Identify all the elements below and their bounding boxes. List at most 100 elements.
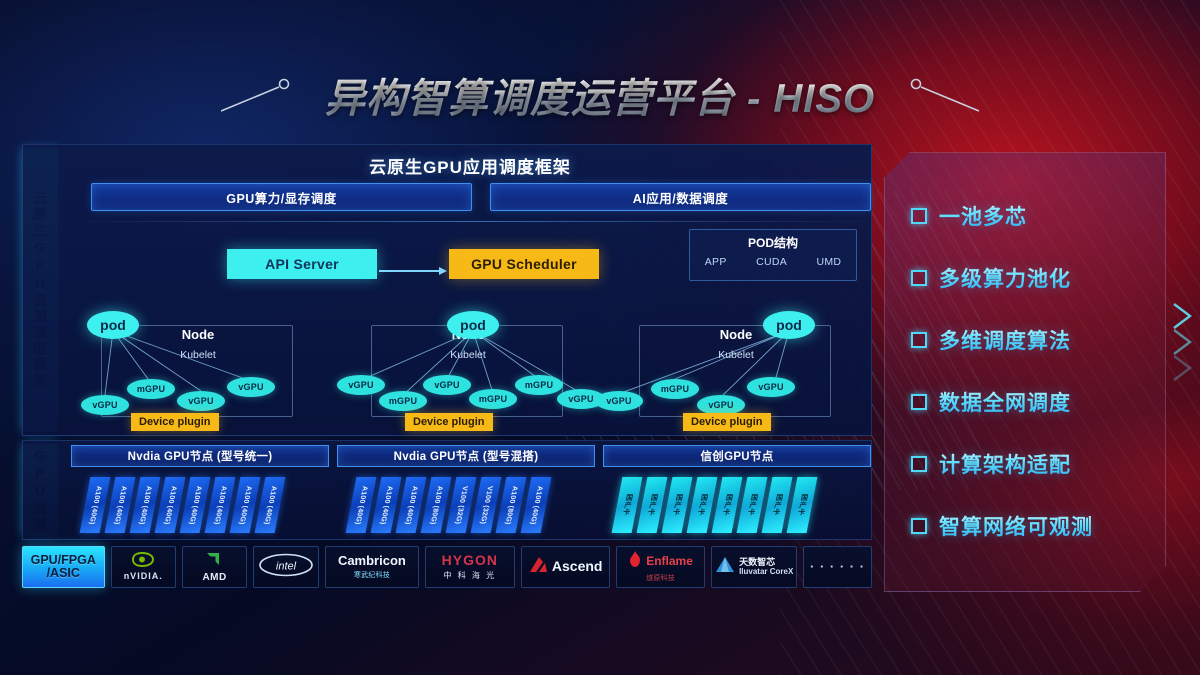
gpu-bubble-mgpu-1[interactable]: mGPU <box>127 379 175 399</box>
node-title: Node <box>719 327 753 342</box>
vendor-chip-cambricon[interactable]: Cambricon 寒武纪科技 <box>324 546 420 588</box>
node-cluster-2: Node Kubelet pod mGPU vGPU vGPU vGPU Dev… <box>595 309 861 431</box>
gpu-card-strip: A100 (40G) A100 (40G) A100 (40G) A100 (8… <box>337 477 595 533</box>
gpu-resource-band: Nvdia GPU节点 (型号统一) A100 (40G) A100 (40G)… <box>22 440 872 540</box>
feature-item-2[interactable]: 多维调度算法 <box>911 309 1165 371</box>
gpu-card[interactable]: A100 (40G) <box>254 477 286 533</box>
page-title: 异构智算调度运营平台 - HISO <box>325 66 875 124</box>
gpu-card-label: 国产卡 <box>771 494 784 516</box>
gpu-group-nvidia-mixed: Nvdia GPU节点 (型号混搭) A100 (40G) A100 (40G)… <box>337 445 595 537</box>
vendor-logo-row: GPU/FPGA /ASIC nVIDIA. <box>22 546 872 588</box>
kubelet-label: Kubelet <box>180 349 216 361</box>
gpu-card-label: A100 (40G) <box>262 485 278 525</box>
gpu-bubble-vgpu-1[interactable]: vGPU <box>81 395 129 415</box>
api-server-box[interactable]: API Server <box>227 249 377 279</box>
gpu-card-label: V100 (32G) <box>478 485 494 525</box>
vendor-label-iluvatar-cn: 天数智芯 <box>739 556 776 567</box>
gpu-card-label: 国产卡 <box>646 494 659 516</box>
gpu-bubble-vgpu-3[interactable]: vGPU <box>557 389 605 409</box>
device-plugin-badge[interactable]: Device plugin <box>405 413 493 431</box>
vendor-chip-hygon[interactable]: HYGON 中 科 海 光 <box>425 546 515 588</box>
feature-item-4[interactable]: 计算架构适配 <box>911 433 1165 495</box>
vendor-chip-ascend[interactable]: Ascend <box>520 546 610 588</box>
gpu-bubble-mgpu-1[interactable]: mGPU <box>379 391 427 411</box>
feature-item-3[interactable]: 数据全网调度 <box>911 371 1165 433</box>
gpu-card-label: A100 (40G) <box>353 485 369 525</box>
gpu-card-label: 国产卡 <box>621 494 634 516</box>
gpu-card-strip: 国产卡 国产卡 国产卡 国产卡 国产卡 国产卡 国产卡 国产卡 <box>603 477 871 533</box>
feature-label: 一池多芯 <box>939 201 1027 231</box>
gpu-card-label: 国产卡 <box>696 494 709 516</box>
feature-item-1[interactable]: 多级算力池化 <box>911 247 1165 309</box>
feature-item-5[interactable]: 智算网络可观测 <box>911 495 1165 557</box>
enflame-flame-icon <box>628 551 642 572</box>
gpu-bubble-vgpu-1[interactable]: vGPU <box>697 395 745 415</box>
vendor-chip-enflame[interactable]: Enflame 燧原科技 <box>615 546 706 588</box>
gpu-bubble-vgpu-2[interactable]: vGPU <box>177 391 225 411</box>
vendor-sublabel-cambricon: 寒武纪科技 <box>353 571 390 579</box>
vendor-chip-iluvatar[interactable]: 天数智芯 Iluvatar CoreX <box>711 546 798 588</box>
vendor-band: GPU/FPGA /ASIC nVIDIA. <box>22 546 872 588</box>
iluvatar-mountain-icon <box>715 556 735 578</box>
gpu-bubble-vgpu-2[interactable]: vGPU <box>423 375 471 395</box>
gpu-bubble-mgpu-2[interactable]: mGPU <box>469 389 517 409</box>
gpu-card-label: A100 (40G) <box>378 485 394 525</box>
feature-highlight-panel: 一池多芯 多级算力池化 多维调度算法 数据全网调度 计算架构适配 智算网络可观测 <box>884 152 1166 592</box>
checkbox-square-icon <box>911 270 927 286</box>
vendor-chip-nvidia[interactable]: nVIDIA. <box>110 546 176 588</box>
cluster-link-lines <box>620 330 790 396</box>
pill-gpu-compute-scheduling[interactable]: GPU算力/显存调度 <box>91 183 472 211</box>
title-decoration-right-icon <box>889 75 980 115</box>
feature-label: 数据全网调度 <box>939 387 1071 417</box>
pod-bubble[interactable]: pod <box>87 311 139 339</box>
gpu-group-nvidia-uniform: Nvdia GPU节点 (型号统一) A100 (40G) A100 (40G)… <box>71 445 329 537</box>
pod-bubble[interactable]: pod <box>447 311 499 339</box>
gpu-bubble-vgpu-3[interactable]: vGPU <box>595 391 643 411</box>
framework-title: 云原生GPU应用调度框架 <box>369 158 571 177</box>
svg-text:intel: intel <box>276 560 297 572</box>
vendor-label-line1: GPU/FPGA <box>30 552 96 567</box>
title-row: 异构智算调度运营平台 - HISO <box>0 64 1200 126</box>
checkbox-square-icon <box>911 456 927 472</box>
gpu-bubble-vgpu-1[interactable]: vGPU <box>337 375 385 395</box>
gpu-group-title: Nvdia GPU节点 (型号混搭) <box>337 445 595 467</box>
gpu-card-label: A100 (40G) <box>187 485 203 525</box>
checkbox-square-icon <box>911 394 927 410</box>
pill-ai-app-data-scheduling[interactable]: AI应用/数据调度 <box>490 183 871 211</box>
gpu-bubble-vgpu-2[interactable]: vGPU <box>747 377 795 397</box>
vendor-chip-intel[interactable]: intel <box>253 546 319 588</box>
gpu-group-title: 信创GPU节点 <box>603 445 871 467</box>
gpu-bubble-mgpu-1[interactable]: mGPU <box>651 379 699 399</box>
gpu-group-domestic: 信创GPU节点 国产卡 国产卡 国产卡 国产卡 国产卡 国产卡 国产卡 国产卡 <box>603 445 871 537</box>
gpu-card[interactable]: A100 (40G) <box>520 477 552 533</box>
feature-item-0[interactable]: 一池多芯 <box>911 185 1165 247</box>
gpu-scheduler-box[interactable]: GPU Scheduler <box>449 249 599 279</box>
ascend-a-icon <box>528 556 548 579</box>
device-plugin-badge[interactable]: Device plugin <box>131 413 219 431</box>
gpu-card-label: A100 (40G) <box>528 485 544 525</box>
pod-bubble[interactable]: pod <box>763 311 815 339</box>
feature-label: 计算架构适配 <box>939 449 1071 479</box>
gpu-card-label: A100 (40G) <box>112 485 128 525</box>
vendor-chip-amd[interactable]: AMD <box>181 546 248 588</box>
vendor-label-cambricon: Cambricon <box>337 553 406 569</box>
gpu-card-label: 国产卡 <box>746 494 759 516</box>
gpu-card[interactable]: 国产卡 <box>786 477 818 533</box>
vendor-chip-more[interactable]: · · · · · · <box>803 546 872 588</box>
vendor-label-hygon: HYGON <box>441 552 498 569</box>
cloud-native-framework-band: 云原生GPU应用调度框架 GPU算力/显存调度 AI应用/数据调度 API Se… <box>22 144 873 436</box>
gpu-bubble-vgpu-3[interactable]: vGPU <box>227 377 275 397</box>
vendor-chip-gpu-fpga-asic[interactable]: GPU/FPGA /ASIC <box>22 546 105 588</box>
architecture-diagram: 云原生GPU资源调度框架 GPU资源 云原生GPU应用调度框架 GPU算力/显存… <box>22 144 873 600</box>
pod-item-umd: UMD <box>816 256 842 268</box>
nvidia-eye-icon <box>130 552 156 572</box>
scheduling-pill-row: GPU算力/显存调度 AI应用/数据调度 <box>91 183 871 211</box>
vendor-label-iluvatar-en: Iluvatar CoreX <box>739 566 794 576</box>
band-divider <box>67 221 873 222</box>
device-plugin-badge[interactable]: Device plugin <box>683 413 771 431</box>
gpu-bubble-mgpu-3[interactable]: mGPU <box>515 375 563 395</box>
pod-structure-title: POD结构 <box>747 236 798 250</box>
gpu-card-label: V100 (32G) <box>453 485 469 525</box>
checkbox-square-icon <box>911 332 927 348</box>
